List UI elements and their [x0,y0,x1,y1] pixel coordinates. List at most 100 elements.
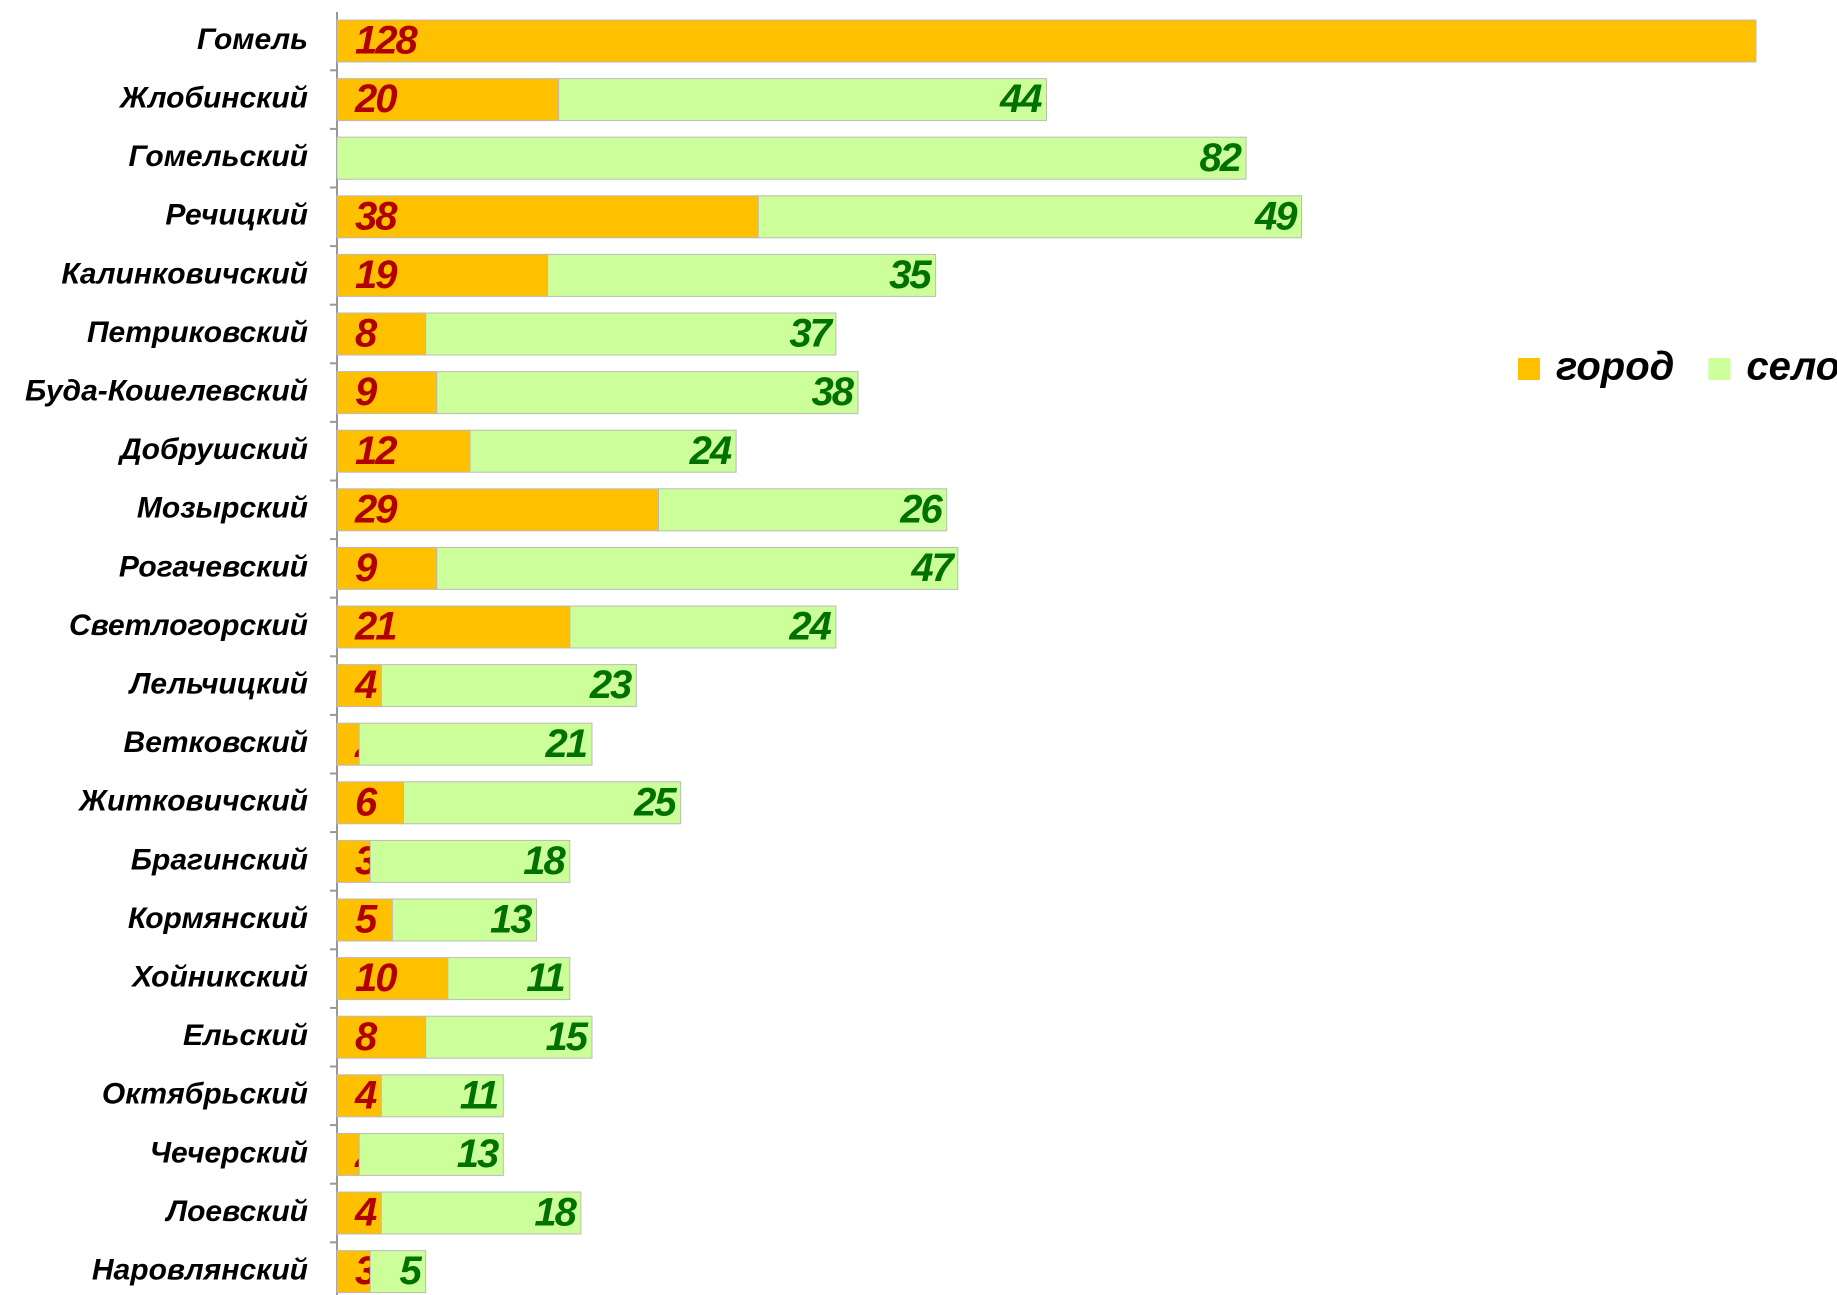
category-label: Речицкий [165,199,308,232]
value-label: 4 [354,663,377,707]
value-label: 8 [355,312,378,356]
bar-segment [369,839,571,883]
category-label: Лоевский [164,1195,308,1228]
bar-segment [547,253,937,297]
bar-segment [336,488,659,532]
bar-segment [336,136,1247,180]
value-label: 11 [526,956,564,1000]
value-label: 9 [355,546,378,590]
bar-segment [336,312,427,356]
value-label: 37 [789,312,833,356]
bar-segment [336,19,1757,63]
bar-segment [336,1191,382,1235]
value-label: 13 [457,1132,499,1176]
legend-swatch [1708,358,1731,380]
value-label: 128 [355,19,418,63]
bar-segment [336,1074,382,1118]
legend-label: село [1746,345,1837,389]
bar-segment [336,664,382,708]
legend-swatch [1518,358,1540,380]
value-label: 47 [910,546,955,590]
category-label: Наровлянский [92,1254,308,1287]
bar-segment [469,429,737,473]
category-label: Ветковский [124,726,308,759]
bar-segment [403,781,682,825]
value-label: 5 [355,898,378,942]
bar-segment [336,839,371,883]
bar-segment [336,605,571,649]
category-label: Ельский [183,1019,308,1052]
value-label: 8 [355,1015,378,1059]
value-label: 38 [812,370,855,414]
bar-segment [336,546,438,590]
bar-segment [336,429,471,473]
category-label: Рогачевский [119,550,308,583]
value-label: 15 [545,1015,588,1059]
value-label: 13 [490,898,532,942]
bar-segment [336,253,549,297]
value-label: 4 [354,1191,377,1235]
value-label: 19 [355,253,398,297]
bar-segment [558,78,1047,122]
bar-segment [336,78,560,122]
value-label: 6 [355,780,378,824]
category-label: Буда-Кошелевский [25,375,308,408]
value-label: 44 [999,77,1042,121]
value-label: 29 [354,487,398,531]
category-label: Кормянский [128,902,308,935]
value-label: 20 [354,77,397,121]
bar-segment [657,488,948,532]
value-label: 10 [355,956,397,1000]
value-label: 49 [1254,194,1298,238]
bar-segment [380,1074,504,1118]
bar-segment [436,371,859,415]
category-label: Чечерский [150,1136,308,1169]
bar-segment [369,1250,427,1294]
bar-segment [336,1250,371,1294]
bar-segment [336,1015,427,1059]
value-label: 25 [633,780,677,824]
value-label: 26 [899,487,943,531]
bar-segment [358,722,593,766]
category-label: Мозырский [137,492,308,525]
value-label: 9 [355,370,378,414]
category-label: Добрушский [117,433,308,466]
bar-segment [425,312,837,356]
bar-segment [425,1015,593,1059]
value-label: 35 [889,253,932,297]
value-label: 5 [399,1249,422,1293]
category-label: Житковичский [77,785,308,818]
bar-segment [447,957,571,1001]
value-label: 21 [354,605,396,649]
category-label: Петриковский [87,316,308,349]
value-label: 21 [544,722,586,766]
category-label: Светлогорский [69,609,308,642]
value-label: 24 [689,429,732,473]
bar-segment [336,781,405,825]
value-label: 82 [1200,136,1242,180]
value-label: 18 [523,839,566,883]
value-label: 12 [355,429,397,473]
category-label: Гомель [197,23,308,56]
legend-label: город [1556,345,1674,389]
bar-segment [391,898,538,942]
value-label: 4 [354,1073,377,1117]
bar-segment [336,195,759,239]
bar-segment [336,898,393,942]
bar-segment [569,605,837,649]
bar-segment [336,371,438,415]
value-label: 24 [788,605,831,649]
bar-segment [436,546,959,590]
category-label: Хойникский [130,961,308,994]
bar-segment [380,1191,582,1235]
value-label: 23 [589,663,632,707]
category-label: Октябрьский [102,1078,308,1111]
value-label: 18 [534,1191,577,1235]
bar-segment [358,1132,504,1176]
category-label: Брагинский [131,843,308,876]
value-label: 38 [355,194,398,238]
category-label: Лельчицкий [128,668,308,701]
bar-segment [336,957,449,1001]
category-label: Калинковичский [61,257,308,290]
